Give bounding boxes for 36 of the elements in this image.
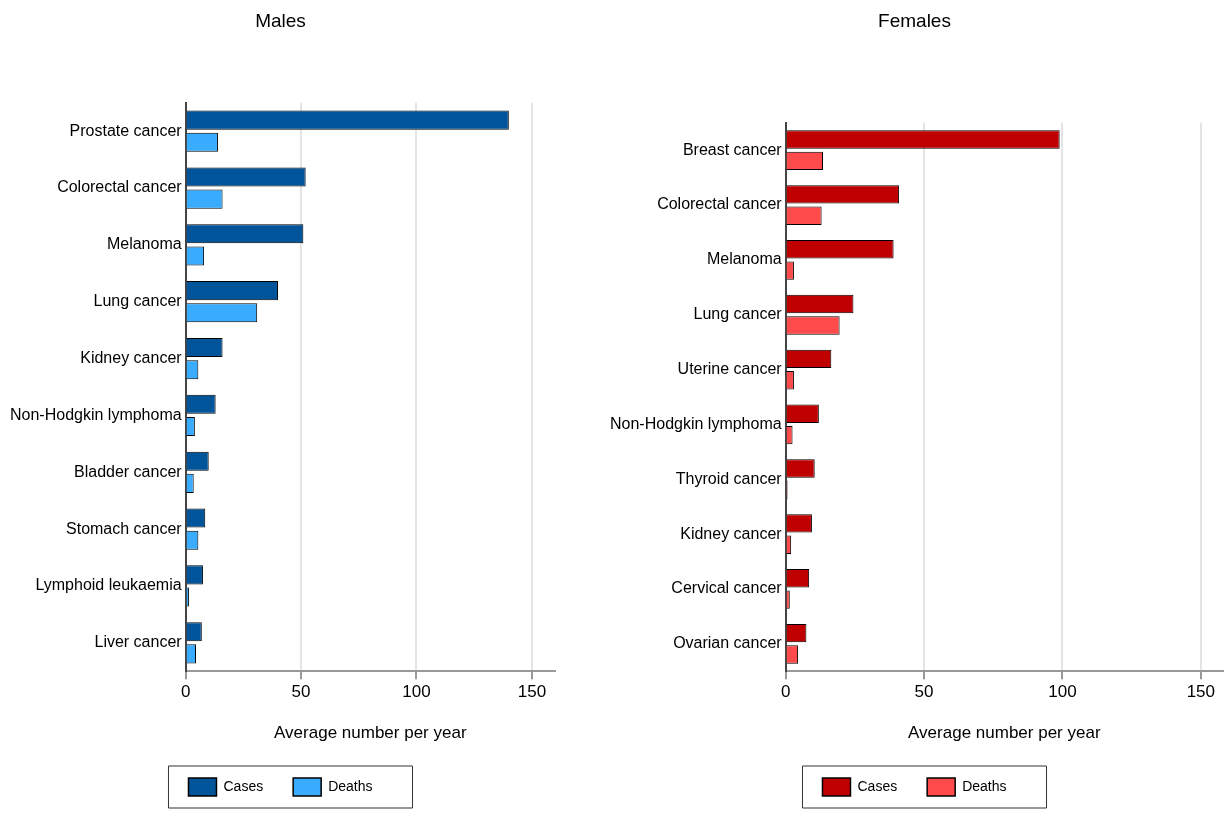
x-tick-label: 150 xyxy=(1186,682,1216,702)
y-tick-label: Non-Hodgkin lymphoma xyxy=(9,405,182,423)
x-tick-label: 50 xyxy=(914,682,934,702)
y-tick-label: Melanoma xyxy=(706,250,782,268)
x-axis-title: Average number per year xyxy=(274,723,467,743)
chart-title: Males xyxy=(255,9,306,31)
y-tick-label: Bladder cancer xyxy=(74,462,183,480)
x-axis-title: Average number per year xyxy=(908,723,1101,743)
y-tick-label: Liver cancer xyxy=(94,633,183,651)
y-tick-label: Stomach cancer xyxy=(66,519,183,537)
y-tick-label: Lung cancer xyxy=(693,305,783,323)
x-tick-label: 100 xyxy=(402,682,431,702)
y-tick-label: Uterine cancer xyxy=(677,359,783,377)
legend-label: Cases xyxy=(857,777,898,794)
y-tick-label: Breast cancer xyxy=(682,140,783,158)
y-tick-label: Colorectal cancer xyxy=(57,178,183,196)
chart-title: Females xyxy=(878,9,951,31)
y-tick-label: Cervical cancer xyxy=(671,579,783,597)
legend-label: Deaths xyxy=(962,777,1007,794)
x-tick-label: 0 xyxy=(180,682,191,702)
y-tick-label: Non-Hodgkin lymphoma xyxy=(609,414,782,432)
y-tick-label: Lymphoid leukaemia xyxy=(35,576,182,594)
y-tick-label: Melanoma xyxy=(106,235,182,253)
y-tick-label: Kidney cancer xyxy=(680,524,783,542)
y-tick-label: Colorectal cancer xyxy=(657,195,783,213)
y-tick-label: Thyroid cancer xyxy=(675,469,783,487)
y-tick-label: Kidney cancer xyxy=(80,348,183,366)
x-tick-label: 150 xyxy=(517,682,547,702)
x-tick-label: 100 xyxy=(1048,682,1077,702)
y-tick-label: Ovarian cancer xyxy=(673,634,783,652)
x-tick-label: 50 xyxy=(291,682,311,702)
legend-label: Cases xyxy=(223,777,264,794)
legend-label: Deaths xyxy=(328,777,373,794)
y-tick-label: Prostate cancer xyxy=(69,121,183,139)
x-tick-label: 0 xyxy=(780,682,791,702)
y-tick-label: Lung cancer xyxy=(93,292,183,310)
